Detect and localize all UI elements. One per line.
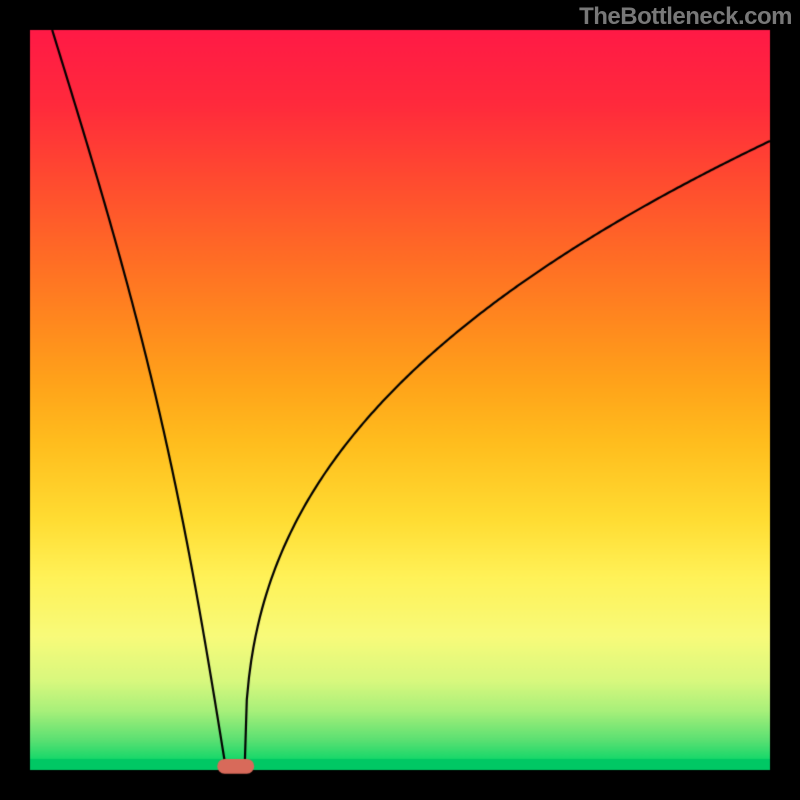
bottleneck-chart [0, 0, 800, 800]
